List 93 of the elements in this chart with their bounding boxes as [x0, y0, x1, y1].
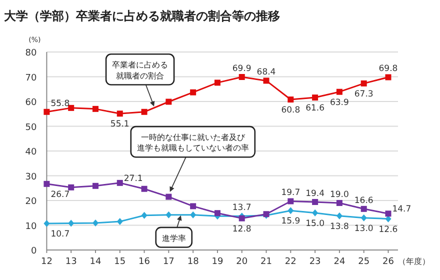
- point: [92, 106, 98, 112]
- data-label: 16.6: [354, 196, 374, 206]
- data-label: 15.9: [281, 216, 300, 227]
- point: [312, 209, 318, 216]
- x-tick-label: 18: [187, 257, 200, 267]
- y-tick-label: 50: [25, 122, 37, 133]
- point: [116, 180, 123, 186]
- data-label: 12.6: [378, 224, 398, 235]
- point: [360, 206, 367, 212]
- x-tick-label: 25: [358, 257, 370, 267]
- data-label: 67.3: [354, 89, 374, 100]
- point: [68, 184, 74, 190]
- x-tick-label: 24: [334, 257, 346, 267]
- point: [92, 220, 98, 227]
- point: [166, 211, 172, 218]
- data-label: 19.7: [281, 188, 300, 198]
- data-label: 19.0: [330, 190, 349, 200]
- point: [44, 180, 50, 187]
- point: [336, 212, 342, 220]
- point: [360, 80, 367, 86]
- data-label: 10.7: [50, 230, 70, 240]
- data-label: 14.7: [392, 204, 412, 215]
- data-label: 55.1: [110, 120, 130, 130]
- x-tick-label: 21: [260, 257, 272, 267]
- data-label: 68.4: [256, 68, 276, 78]
- data-label: 60.8: [281, 106, 300, 116]
- data-label: 27.1: [124, 174, 143, 184]
- point: [141, 186, 148, 192]
- data-label: 19.4: [306, 188, 325, 199]
- point: [336, 200, 342, 206]
- data-label: 63.9: [330, 98, 349, 108]
- x-tick-label: 22: [284, 257, 296, 267]
- annotation: 進学率: [162, 234, 186, 243]
- point: [190, 89, 196, 96]
- x-tick-label: 12: [40, 257, 52, 267]
- data-label: 13.7: [232, 203, 252, 214]
- x-tick-label: 20: [236, 257, 248, 267]
- x-tick-label: 14: [90, 257, 102, 267]
- point: [288, 198, 294, 204]
- y-tick-label: 80: [25, 48, 37, 58]
- point: [116, 110, 123, 117]
- data-label: 13.0: [354, 224, 374, 234]
- point: [190, 211, 196, 218]
- point: [141, 212, 148, 219]
- point: [166, 194, 172, 200]
- point: [263, 78, 270, 84]
- data-label: 13.8: [330, 222, 349, 232]
- point: [288, 96, 294, 103]
- data-label: 26.7: [50, 190, 70, 200]
- annotation: 一時的な仕事に就いた者及び進学も就職もしていない者の率: [136, 132, 249, 153]
- point: [238, 74, 245, 80]
- data-label: 15.0: [306, 218, 325, 229]
- annotation: 卒業者に占める就職者の割合: [112, 60, 168, 80]
- y-tick-label: 70: [25, 73, 37, 84]
- point: [385, 74, 392, 80]
- chart-title: 大学（学部）卒業者に占める就職者の割合等の推移: [4, 9, 280, 23]
- point: [190, 203, 196, 210]
- x-tick-label: 19: [212, 257, 224, 267]
- data-label: 69.8: [378, 64, 398, 74]
- x-tick-label: 15: [114, 257, 126, 267]
- x-tick-label: 17: [162, 257, 174, 267]
- x-tick-label: 16: [138, 257, 150, 267]
- x-tick-label: 26: [382, 257, 394, 267]
- point: [92, 182, 98, 189]
- point: [214, 210, 220, 216]
- data-label: 69.9: [232, 64, 252, 74]
- point: [288, 207, 294, 214]
- y-tick-label: 60: [25, 98, 37, 108]
- point: [68, 220, 74, 227]
- x-axis-title: （年度）: [398, 257, 430, 266]
- point: [166, 98, 172, 105]
- y-tick-label: 30: [25, 172, 37, 182]
- point: [360, 214, 367, 222]
- point: [214, 80, 220, 86]
- point: [385, 210, 392, 217]
- point: [238, 215, 245, 222]
- y-tick-label: 10: [25, 222, 37, 232]
- point: [336, 88, 342, 95]
- y-tick-label: 20: [25, 197, 37, 207]
- point: [116, 218, 123, 226]
- data-label: 61.6: [306, 104, 325, 114]
- x-tick-label: 23: [309, 257, 321, 267]
- point: [44, 220, 50, 228]
- data-label: 55.8: [50, 98, 70, 109]
- point: [312, 94, 318, 101]
- point: [68, 104, 74, 111]
- data-label: 12.8: [232, 224, 252, 234]
- point: [141, 108, 148, 115]
- y-tick-label: 0: [30, 246, 37, 256]
- x-tick-label: 13: [65, 257, 77, 267]
- point: [44, 108, 50, 115]
- y-tick-label: 40: [25, 148, 37, 158]
- point: [312, 198, 318, 205]
